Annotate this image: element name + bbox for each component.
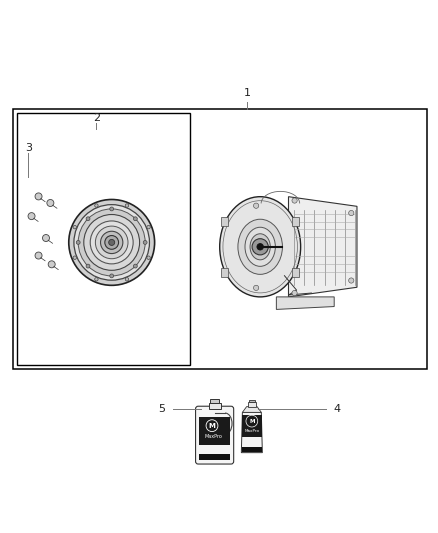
Circle shape [73,225,77,229]
Circle shape [252,239,268,255]
Circle shape [101,231,123,254]
Circle shape [90,221,133,264]
Circle shape [95,204,98,207]
Bar [221,268,228,277]
Circle shape [86,264,90,268]
Text: 2: 2 [93,112,100,123]
Circle shape [95,226,128,259]
Circle shape [42,235,49,241]
Text: 5: 5 [159,404,166,414]
Bar [199,454,230,461]
Circle shape [69,199,155,285]
Polygon shape [289,197,357,297]
Circle shape [47,199,54,206]
Ellipse shape [245,227,276,266]
Circle shape [254,203,259,208]
Circle shape [147,225,150,229]
Bar [13,109,427,369]
Text: M: M [208,423,215,429]
Circle shape [35,193,42,200]
Circle shape [84,214,140,270]
Circle shape [86,217,90,221]
Polygon shape [242,407,261,413]
Text: 4: 4 [334,404,341,414]
Bar [221,217,228,225]
Circle shape [74,205,149,280]
Circle shape [105,236,119,249]
FancyBboxPatch shape [195,406,234,464]
Circle shape [257,244,263,250]
Circle shape [246,415,258,427]
Ellipse shape [220,197,300,297]
Ellipse shape [250,234,270,260]
Circle shape [125,278,129,281]
Ellipse shape [238,219,283,274]
Circle shape [125,204,129,207]
Polygon shape [241,413,262,453]
Bar [242,415,262,437]
Circle shape [48,261,55,268]
Circle shape [95,278,98,281]
Circle shape [206,420,218,432]
Bar [249,400,255,402]
Bar [293,217,300,225]
Bar [208,402,220,409]
Circle shape [76,240,80,244]
Bar [242,447,262,452]
Circle shape [35,252,42,259]
Circle shape [349,278,354,283]
Bar [199,417,230,445]
Bar [248,402,256,407]
Circle shape [292,198,297,203]
Bar [17,113,190,365]
Bar [210,399,219,402]
Bar [293,268,300,277]
Circle shape [78,209,145,276]
Polygon shape [276,297,334,310]
Circle shape [349,211,354,216]
Text: 3: 3 [25,143,32,154]
Circle shape [73,256,77,260]
Text: MaxPro: MaxPro [204,434,222,439]
Circle shape [147,256,150,260]
Text: M: M [249,418,254,424]
Circle shape [110,207,113,211]
Circle shape [143,240,147,244]
Circle shape [134,217,137,221]
Circle shape [28,213,35,220]
Circle shape [110,274,113,278]
Circle shape [109,239,115,245]
Text: 1: 1 [244,88,251,99]
Circle shape [292,290,297,296]
Circle shape [254,285,259,290]
Circle shape [134,264,137,268]
Text: MaxPro: MaxPro [244,429,259,433]
